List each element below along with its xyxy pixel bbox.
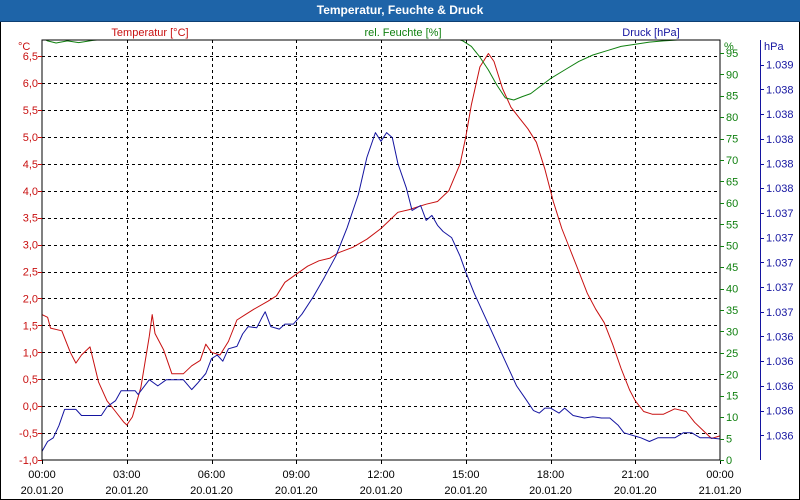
left-tick-label: 4,5: [23, 159, 38, 171]
legend-pressure: Druck [hPa]: [622, 27, 679, 39]
left-tick-label: 0,0: [23, 401, 38, 413]
legend-humidity: rel. Feuchte [%]: [364, 27, 441, 39]
x-tick-time-label: 06:00: [198, 469, 226, 481]
humidity-tick-label: 90: [726, 69, 738, 81]
x-tick-time-label: 15:00: [452, 469, 480, 481]
humidity-tick-label: 85: [726, 91, 738, 103]
x-tick-date-label: 20.01.20: [360, 485, 403, 497]
left-tick-label: 4,0: [23, 186, 38, 198]
left-tick-label: 5,5: [23, 105, 38, 117]
x-tick-date-label: 20.01.20: [444, 485, 487, 497]
series-line-pressure: [42, 132, 720, 452]
x-tick-date-label: 20.01.20: [190, 485, 233, 497]
humidity-tick-label: 70: [726, 155, 738, 167]
humidity-tick-label: 0: [726, 455, 732, 467]
pressure-tick-label: 1.037: [766, 233, 794, 245]
x-tick-time-label: 12:00: [367, 469, 395, 481]
humidity-tick-label: 80: [726, 112, 738, 124]
left-tick-label: -0,5: [19, 428, 38, 440]
axis-ticks: 00:00 20.01.20 03:00 20.01.20 06:00 20.01.20 0…: [19, 40, 794, 497]
left-tick-label: 3,5: [23, 213, 38, 225]
left-tick-label: 0,5: [23, 374, 38, 386]
x-tick-time-label: 00:00: [706, 469, 734, 481]
humidity-tick-label: 25: [726, 348, 738, 360]
x-tick-date-label: 20.01.20: [529, 485, 572, 497]
x-tick-time-label: 03:00: [113, 469, 141, 481]
pressure-tick-label: 1.038: [766, 183, 794, 195]
humidity-tick-label: 60: [726, 198, 738, 210]
pressure-tick-label: 1.037: [766, 282, 794, 294]
x-tick-time-label: 09:00: [282, 469, 310, 481]
pressure-tick-label: 1.038: [766, 84, 794, 96]
pressure-tick-label: 1.036: [766, 331, 794, 343]
left-tick-label: 6,0: [23, 78, 38, 90]
left-tick-label: 2,5: [23, 267, 38, 279]
pressure-tick-label: 1.036: [766, 356, 794, 368]
pressure-tick-label: 1.037: [766, 257, 794, 269]
left-tick-label: 3,0: [23, 240, 38, 252]
left-tick-label: 2,0: [23, 293, 38, 305]
x-tick-time-label: 00:00: [28, 469, 56, 481]
humidity-tick-label: 15: [726, 391, 738, 403]
humidity-tick-label: 55: [726, 219, 738, 231]
humidity-tick-label: 5: [726, 434, 732, 446]
humidity-tick-label: 35: [726, 305, 738, 317]
legend-temperature: Temperatur [°C]: [111, 27, 188, 39]
x-tick-date-label: 20.01.20: [105, 485, 148, 497]
humidity-tick-label: 50: [726, 241, 738, 253]
pressure-tick-label: 1.037: [766, 208, 794, 220]
pressure-tick-label: 1.038: [766, 109, 794, 121]
left-tick-label: 1,5: [23, 320, 38, 332]
humidity-tick-label: 40: [726, 284, 738, 296]
pressure-axis-unit: hPa: [764, 41, 784, 53]
left-tick-label: 1,0: [23, 347, 38, 359]
pressure-tick-label: 1.036: [766, 430, 794, 442]
left-tick-label: 6,5: [23, 51, 38, 63]
humidity-tick-label: 20: [726, 369, 738, 381]
pressure-tick-label: 1.036: [766, 381, 794, 393]
humidity-axis-unit: %: [724, 41, 734, 53]
pressure-tick-label: 1.039: [766, 60, 794, 72]
series-line-humidity: [44, 40, 686, 101]
pressure-tick-label: 1.036: [766, 406, 794, 418]
x-tick-time-label: 18:00: [537, 469, 565, 481]
humidity-tick-label: 75: [726, 134, 738, 146]
x-tick-date-label: 20.01.20: [275, 485, 318, 497]
x-tick-date-label: 20.01.20: [614, 485, 657, 497]
pressure-tick-label: 1.038: [766, 159, 794, 171]
x-tick-date-label: 20.01.20: [21, 485, 64, 497]
x-tick-date-label: 21.01.20: [699, 485, 742, 497]
humidity-tick-label: 30: [726, 326, 738, 338]
series-layer: [42, 40, 720, 452]
window-title: Temperatur, Feuchte & Druck: [0, 0, 800, 22]
series-line-temperature: [42, 53, 720, 439]
pressure-tick-label: 1.038: [766, 134, 794, 146]
humidity-tick-label: 10: [726, 412, 738, 424]
humidity-tick-label: 65: [726, 176, 738, 188]
pressure-tick-label: 1.037: [766, 307, 794, 319]
left-axis-unit: °C: [18, 41, 30, 53]
humidity-tick-label: 45: [726, 262, 738, 274]
left-tick-label: 5,0: [23, 132, 38, 144]
left-tick-label: -1,0: [19, 455, 38, 467]
humidity-tick-label: 95: [726, 48, 738, 60]
grid: [42, 40, 720, 460]
x-tick-time-label: 21:00: [621, 469, 649, 481]
